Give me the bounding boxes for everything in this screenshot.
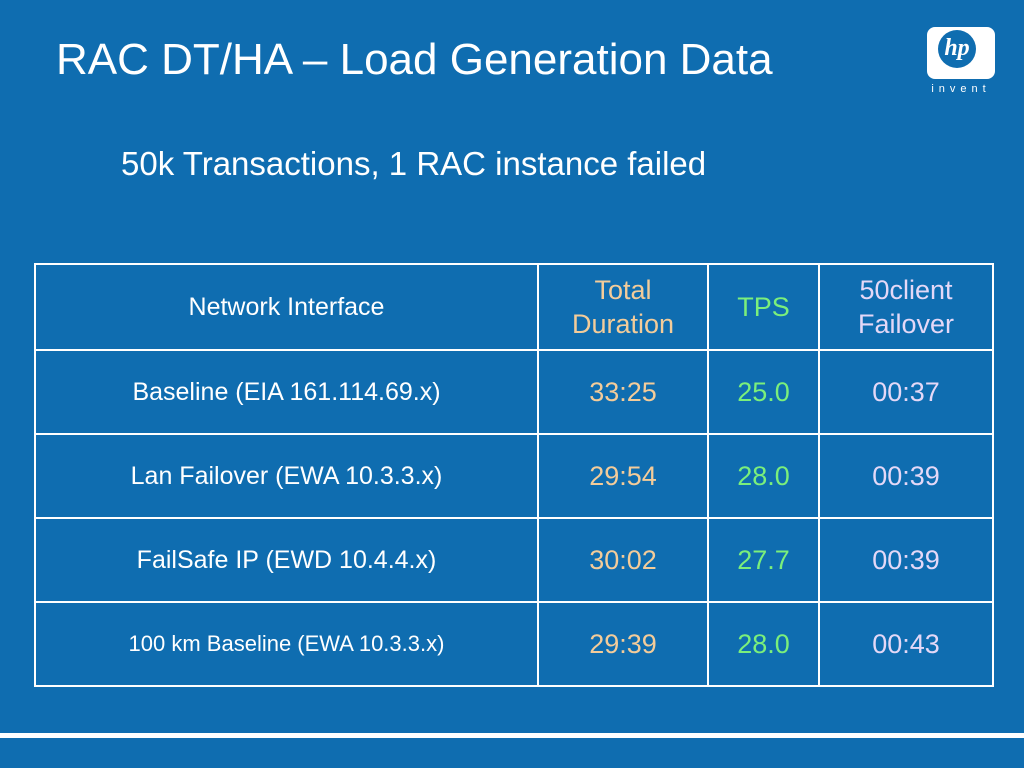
failover-cell: 00:43	[818, 601, 994, 687]
tps-cell: 28.0	[707, 601, 820, 687]
table-row: FailSafe IP (EWD 10.4.4.x) 30:02 27.7 00…	[34, 517, 994, 603]
tps-cell: 28.0	[707, 433, 820, 519]
network-interface-cell: Lan Failover (EWA 10.3.3.x)	[34, 433, 539, 519]
table-row: Baseline (EIA 161.114.69.x) 33:25 25.0 0…	[34, 349, 994, 435]
header-tps: TPS	[707, 263, 820, 351]
total-duration-cell: 29:54	[537, 433, 709, 519]
network-interface-cell: Baseline (EIA 161.114.69.x)	[34, 349, 539, 435]
network-interface-cell: FailSafe IP (EWD 10.4.4.x)	[34, 517, 539, 603]
logo-mark: hp	[944, 35, 970, 61]
header-failover-line2: Failover	[857, 309, 955, 339]
logo-circle	[938, 30, 976, 68]
table-row: 100 km Baseline (EWA 10.3.3.x) 29:39 28.…	[34, 601, 994, 687]
hp-logo: hp invent	[923, 27, 999, 95]
header-total-duration-line1: Total	[594, 275, 652, 305]
header-failover: 50client Failover	[818, 263, 994, 351]
load-generation-table: Network Interface Total Duration TPS 50cl…	[34, 263, 994, 687]
total-duration-cell: 33:25	[537, 349, 709, 435]
failover-cell: 00:39	[818, 433, 994, 519]
failover-cell: 00:39	[818, 517, 994, 603]
footer-divider	[0, 733, 1024, 738]
total-duration-cell: 30:02	[537, 517, 709, 603]
table-row: Lan Failover (EWA 10.3.3.x) 29:54 28.0 0…	[34, 433, 994, 519]
slide-subtitle: 50k Transactions, 1 RAC instance failed	[121, 145, 707, 182]
logo-tagline: invent	[931, 83, 991, 95]
header-network-interface: Network Interface	[34, 263, 539, 351]
tps-cell: 27.7	[707, 517, 820, 603]
network-interface-cell: 100 km Baseline (EWA 10.3.3.x)	[34, 601, 539, 687]
total-duration-cell: 29:39	[537, 601, 709, 687]
header-total-duration-line2: Duration	[571, 309, 675, 339]
header-failover-line1: 50client	[859, 275, 953, 305]
failover-cell: 00:37	[818, 349, 994, 435]
tps-cell: 25.0	[707, 349, 820, 435]
table-header-row: Network Interface Total Duration TPS 50cl…	[34, 263, 994, 351]
slide-title: RAC DT/HA – Load Generation Data	[56, 35, 773, 84]
header-total-duration: Total Duration	[537, 263, 709, 351]
